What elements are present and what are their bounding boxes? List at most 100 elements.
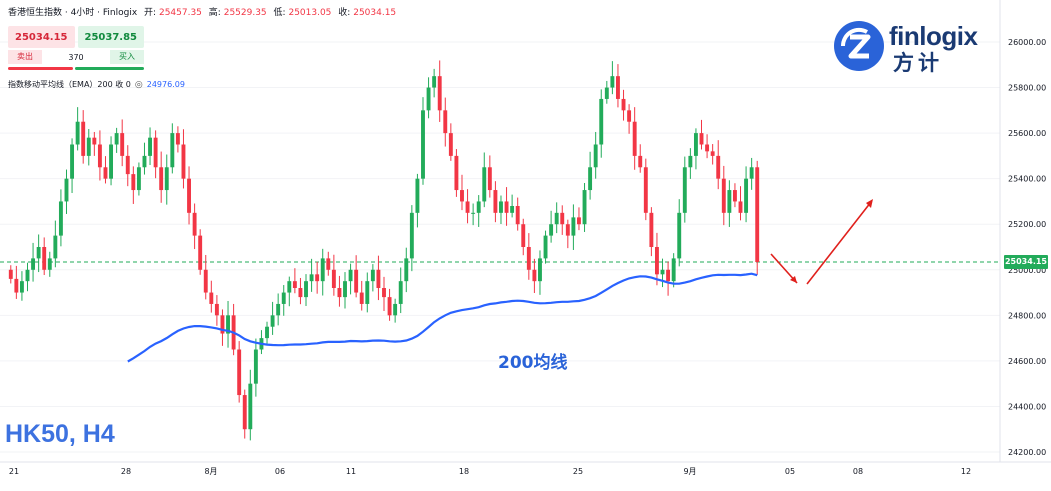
x-tick-label: 9月 bbox=[683, 467, 696, 476]
candle-body bbox=[270, 315, 275, 327]
trade-panel: 25034.15 25037.85 卖出 370 买入 bbox=[8, 26, 144, 70]
candle-body bbox=[409, 212, 414, 259]
open-label: 开: bbox=[144, 8, 157, 18]
close-value: 25034.15 bbox=[353, 8, 397, 18]
indicator-legend[interactable]: 指数移动平均线（EMA）200 收 0 ◎ 24976.09 bbox=[8, 79, 185, 90]
y-tick-label: 25600.00 bbox=[1008, 129, 1046, 138]
candle-body bbox=[437, 76, 442, 111]
buy-price-button[interactable]: 25037.85 bbox=[77, 26, 144, 48]
candle-body bbox=[142, 155, 147, 168]
candle-body bbox=[515, 206, 520, 225]
candle-body bbox=[25, 269, 30, 282]
candle-body bbox=[693, 133, 698, 156]
candle-body bbox=[460, 190, 464, 202]
candle-body bbox=[610, 76, 615, 88]
candle-body bbox=[677, 212, 682, 259]
candle-body bbox=[666, 269, 671, 282]
candle-body bbox=[226, 315, 230, 334]
candle-body bbox=[543, 235, 548, 259]
candle-body bbox=[627, 110, 632, 122]
candle-body bbox=[421, 110, 425, 179]
sell-price-button[interactable]: 25034.15 bbox=[8, 26, 75, 48]
x-tick-label: 28 bbox=[121, 467, 131, 476]
x-tick-label: 18 bbox=[459, 467, 469, 476]
candle-body bbox=[153, 137, 158, 168]
candle-body bbox=[688, 155, 693, 168]
y-tick-label: 25000.00 bbox=[1008, 266, 1046, 275]
candle-body bbox=[482, 167, 487, 202]
candle-body bbox=[671, 258, 676, 282]
candle-body bbox=[281, 292, 286, 304]
eye-icon[interactable]: ◎ bbox=[134, 79, 143, 90]
candle-body bbox=[616, 76, 620, 99]
chart-header: 香港恒生指数 · 4小时 · Finlogix 开: 25457.35 高: 2… bbox=[8, 6, 396, 20]
sell-button[interactable]: 卖出 bbox=[8, 50, 42, 64]
x-tick-label: 11 bbox=[346, 467, 356, 476]
candle-body bbox=[58, 201, 63, 236]
candles-group bbox=[8, 60, 760, 441]
candle-body bbox=[64, 178, 69, 202]
ema-200-line bbox=[127, 272, 758, 363]
candle-body bbox=[376, 269, 381, 288]
y-tick-label: 24400.00 bbox=[1008, 402, 1046, 411]
x-axis[interactable]: 21 28 8月 06 11 18 25 9月 05 08 12 bbox=[9, 467, 971, 476]
candle-body bbox=[287, 281, 292, 293]
y-axis[interactable]: 24200.00 24400.00 24600.00 24800.00 25000.00… bbox=[1008, 38, 1046, 457]
candle-body bbox=[577, 217, 581, 225]
candle-body bbox=[654, 247, 659, 275]
candle-body bbox=[526, 247, 531, 270]
candle-body bbox=[426, 87, 431, 111]
candle-body bbox=[398, 281, 403, 304]
candle-body bbox=[320, 258, 325, 282]
candle-body bbox=[476, 201, 481, 213]
candle-body bbox=[292, 281, 297, 288]
y-tick-label: 24800.00 bbox=[1008, 311, 1046, 320]
candle-body bbox=[493, 190, 498, 213]
candle-body bbox=[727, 190, 732, 213]
symbol-label: HK50, H4 bbox=[5, 420, 115, 448]
candle-body bbox=[699, 133, 704, 145]
candle-body bbox=[331, 269, 336, 288]
candle-body bbox=[538, 258, 542, 282]
low-value: 25013.05 bbox=[288, 8, 332, 18]
candle-body bbox=[103, 167, 108, 179]
candle-body bbox=[53, 235, 58, 259]
candle-body bbox=[164, 167, 169, 191]
candle-body bbox=[387, 297, 392, 316]
candle-body bbox=[276, 303, 281, 316]
candle-body bbox=[432, 76, 437, 88]
candle-body bbox=[354, 269, 359, 293]
candle-body bbox=[682, 167, 687, 213]
candle-body bbox=[571, 217, 576, 236]
candle-body bbox=[42, 247, 47, 270]
candle-body bbox=[81, 121, 86, 156]
candle-body bbox=[136, 167, 141, 191]
indicator-name: 指数移动平均线（EMA）200 收 0 bbox=[8, 80, 131, 89]
candle-body bbox=[214, 303, 219, 316]
candle-body bbox=[448, 133, 453, 156]
candle-body bbox=[504, 201, 509, 213]
candle-body bbox=[187, 178, 191, 213]
low-label: 低: bbox=[273, 8, 286, 18]
buy-button[interactable]: 买入 bbox=[110, 50, 144, 64]
candle-body bbox=[242, 395, 247, 430]
candle-body bbox=[304, 281, 308, 298]
finlogix-z-logo-icon bbox=[834, 21, 884, 71]
candle-body bbox=[315, 274, 320, 282]
candle-body bbox=[370, 269, 375, 282]
candle-body bbox=[159, 167, 164, 191]
candle-body bbox=[404, 258, 409, 282]
x-tick-label: 08 bbox=[853, 467, 863, 476]
candle-body bbox=[393, 303, 398, 316]
sell-ratio bbox=[8, 67, 74, 70]
spread-value: 370 bbox=[68, 52, 84, 62]
high-value: 25529.35 bbox=[223, 8, 267, 18]
candle-body bbox=[86, 137, 91, 156]
candle-body bbox=[70, 144, 75, 179]
candle-body bbox=[109, 144, 114, 179]
candle-body bbox=[465, 201, 470, 213]
y-tick-label: 25200.00 bbox=[1008, 220, 1046, 229]
x-tick-label: 06 bbox=[275, 467, 285, 476]
candle-body bbox=[643, 167, 648, 213]
